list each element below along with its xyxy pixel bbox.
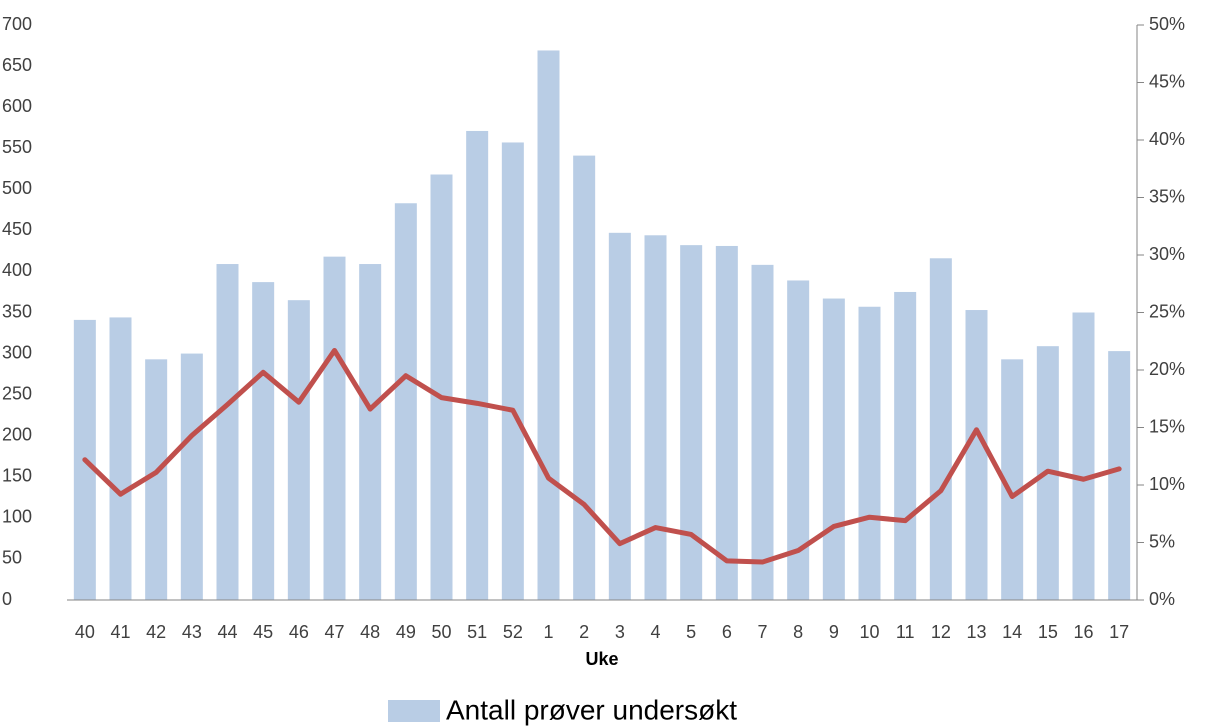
x-tick-label: 5: [686, 622, 696, 642]
y-tick-label: 200: [2, 424, 32, 444]
bar: [680, 245, 703, 600]
x-tick-label: 43: [182, 622, 202, 642]
bar: [501, 142, 524, 600]
y-tick-label: 300: [2, 342, 32, 362]
y-tick-label: 350: [2, 301, 32, 321]
x-tick-label: 51: [467, 622, 487, 642]
y2-tick-label: 30%: [1149, 244, 1185, 264]
x-tick-label: 46: [289, 622, 309, 642]
line: [82, 347, 1122, 565]
bar: [965, 310, 988, 600]
bar: [929, 258, 952, 600]
bar: [787, 280, 810, 600]
y-tick-label: 650: [2, 55, 32, 75]
x-tick-label: 49: [396, 622, 416, 642]
bar: [1072, 312, 1095, 600]
x-tick-label: 45: [253, 622, 273, 642]
x-tick-label: 42: [146, 622, 166, 642]
bar: [180, 353, 203, 600]
y-tick-label: 50: [2, 548, 22, 568]
x-tick-label: 50: [431, 622, 451, 642]
x-tick-label: 3: [615, 622, 625, 642]
y2-tick-label: 5%: [1149, 531, 1175, 551]
y2-tick-label: 20%: [1149, 359, 1185, 379]
x-tick-label: 13: [966, 622, 986, 642]
legend-swatch: [388, 700, 440, 722]
bar: [822, 298, 845, 600]
x-tick-label: 16: [1073, 622, 1093, 642]
bar: [359, 264, 382, 600]
x-tick-label: 12: [931, 622, 951, 642]
x-tick-label: 4: [650, 622, 660, 642]
x-tick-label: 44: [217, 622, 237, 642]
legend-label: Antall prøver undersøkt: [446, 694, 737, 725]
bar: [466, 130, 489, 600]
bar: [644, 235, 667, 601]
y-tick-label: 600: [2, 96, 32, 116]
y-tick-label: 450: [2, 219, 32, 239]
y-tick-label: 400: [2, 260, 32, 280]
x-tick-label: 7: [757, 622, 767, 642]
bar: [573, 155, 596, 600]
y-tick-label: 700: [2, 14, 32, 34]
x-tick-label: 10: [859, 622, 879, 642]
y2-tick-label: 0%: [1149, 589, 1175, 609]
bar: [252, 282, 275, 600]
y2-tick-label: 15%: [1149, 416, 1185, 436]
bar: [894, 291, 917, 600]
y-tick-label: 150: [2, 466, 32, 486]
x-tick-label: 14: [1002, 622, 1022, 642]
bar: [537, 50, 560, 600]
y2-tick-label: 45%: [1149, 71, 1185, 91]
y-tick-label: 550: [2, 137, 32, 157]
x-tick-label: 52: [503, 622, 523, 642]
y-tick-label: 0: [2, 589, 12, 609]
bar: [751, 264, 774, 600]
x-tick-label: 1: [543, 622, 553, 642]
x-tick-label: 9: [829, 622, 839, 642]
x-tick-label: 2: [579, 622, 589, 642]
x-tick-label: 17: [1109, 622, 1129, 642]
bar: [216, 264, 239, 600]
x-tick-label: 41: [110, 622, 130, 642]
bar: [145, 359, 168, 600]
y2-tick-label: 40%: [1149, 129, 1185, 149]
x-tick-label: 11: [896, 622, 915, 642]
bar: [323, 256, 346, 600]
bar: [109, 317, 132, 600]
x-axis-label: Uke: [585, 649, 618, 669]
y2-tick-label: 35%: [1149, 186, 1185, 206]
bar: [1108, 351, 1131, 600]
y-tick-label: 100: [2, 507, 32, 527]
bar: [715, 245, 738, 600]
x-tick-label: 15: [1038, 622, 1058, 642]
bar: [287, 300, 310, 600]
bar: [394, 203, 417, 600]
x-tick-label: 40: [75, 622, 95, 642]
bar: [858, 306, 881, 600]
y2-tick-label: 25%: [1149, 301, 1185, 321]
x-tick-label: 8: [793, 622, 803, 642]
bar: [608, 232, 631, 601]
y2-tick-label: 50%: [1149, 14, 1185, 34]
bar: [430, 174, 453, 600]
y-tick-label: 250: [2, 383, 32, 403]
x-tick-label: 6: [722, 622, 732, 642]
x-tick-label: 48: [360, 622, 380, 642]
y-tick-label: 500: [2, 178, 32, 198]
x-tick-label: 47: [324, 622, 344, 642]
y2-tick-label: 10%: [1149, 474, 1185, 494]
bar: [1001, 359, 1024, 600]
